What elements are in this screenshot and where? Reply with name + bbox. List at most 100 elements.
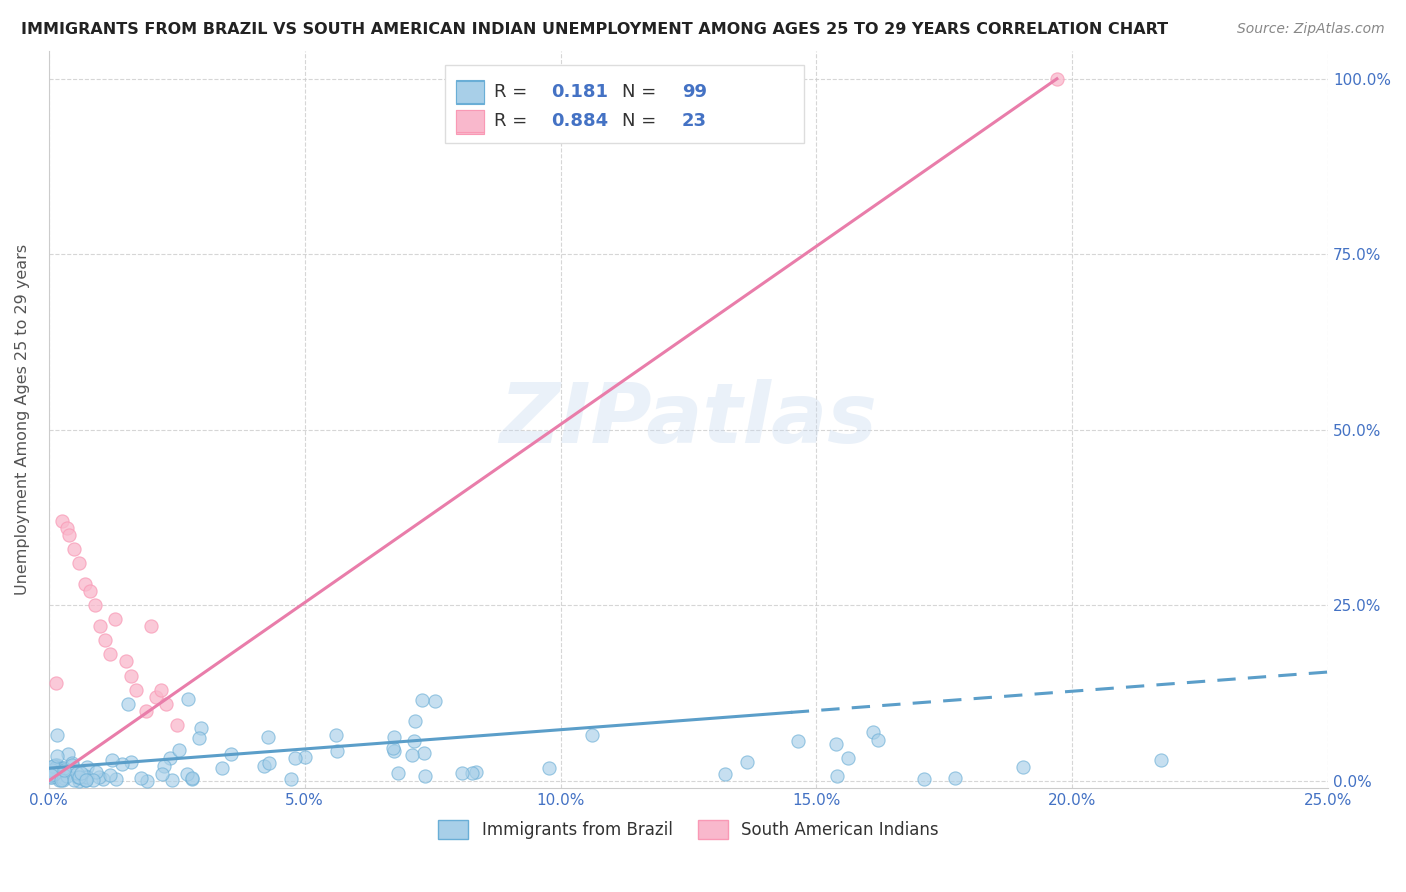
Point — [837, 751, 859, 765]
Point — [451, 766, 474, 780]
Point — [75, 769, 97, 783]
Point — [58, 528, 80, 542]
Point — [73, 577, 96, 591]
Point — [91, 772, 114, 786]
Point — [211, 761, 233, 775]
Text: N =: N = — [621, 112, 657, 129]
Point — [139, 619, 162, 633]
Point — [52, 772, 75, 786]
Point — [39, 768, 62, 782]
Point — [404, 734, 426, 748]
Point — [423, 694, 446, 708]
Point — [150, 767, 173, 781]
Point — [41, 763, 63, 777]
Point — [45, 769, 67, 783]
Text: IMMIGRANTS FROM BRAZIL VS SOUTH AMERICAN INDIAN UNEMPLOYMENT AMONG AGES 25 TO 29: IMMIGRANTS FROM BRAZIL VS SOUTH AMERICAN… — [21, 22, 1168, 37]
Point — [52, 761, 75, 775]
Point — [76, 770, 98, 784]
Point — [39, 770, 62, 784]
Point — [256, 730, 278, 744]
Point — [120, 668, 142, 682]
Point — [714, 766, 737, 780]
Point — [537, 761, 560, 775]
FancyBboxPatch shape — [456, 110, 484, 134]
Point — [94, 633, 117, 648]
Point — [735, 755, 758, 769]
Point — [105, 772, 128, 787]
Point — [46, 764, 69, 778]
Point — [49, 772, 72, 787]
Point — [67, 773, 90, 788]
Point — [89, 770, 111, 784]
Point — [62, 772, 84, 787]
Point — [253, 758, 276, 772]
Point — [862, 725, 884, 739]
Point — [166, 717, 188, 731]
Point — [56, 769, 79, 783]
Point — [325, 728, 347, 742]
Point — [67, 770, 90, 784]
Point — [67, 770, 90, 784]
Point — [382, 744, 405, 758]
Point — [413, 769, 436, 783]
Text: 99: 99 — [682, 83, 707, 101]
Point — [62, 758, 84, 772]
Point — [39, 765, 62, 780]
Point — [46, 748, 69, 763]
Point — [98, 648, 121, 662]
Point — [381, 741, 404, 756]
Point — [120, 756, 142, 770]
FancyBboxPatch shape — [446, 65, 804, 143]
Legend: Immigrants from Brazil, South American Indians: Immigrants from Brazil, South American I… — [432, 814, 945, 846]
Point — [1012, 759, 1035, 773]
Point — [42, 766, 65, 780]
Text: 0.884: 0.884 — [551, 112, 609, 129]
Point — [44, 758, 66, 772]
Point — [180, 771, 202, 785]
Point — [89, 619, 111, 633]
Point — [46, 728, 69, 742]
Point — [284, 751, 307, 765]
Point — [104, 612, 127, 626]
Point — [45, 675, 67, 690]
Point — [75, 773, 97, 788]
Point — [98, 768, 121, 782]
Point — [52, 772, 75, 787]
Y-axis label: Unemployment Among Ages 25 to 29 years: Unemployment Among Ages 25 to 29 years — [15, 244, 30, 595]
FancyBboxPatch shape — [456, 110, 484, 132]
Point — [280, 772, 302, 786]
Text: 23: 23 — [682, 112, 707, 129]
Text: Source: ZipAtlas.com: Source: ZipAtlas.com — [1237, 22, 1385, 37]
Point — [75, 773, 97, 788]
Point — [581, 728, 603, 742]
Point — [866, 733, 889, 747]
FancyBboxPatch shape — [456, 80, 484, 104]
Point — [45, 770, 67, 784]
Point — [135, 704, 157, 718]
Point — [404, 714, 426, 728]
Point — [76, 760, 98, 774]
Point — [825, 768, 848, 782]
Point — [190, 721, 212, 735]
Point — [294, 750, 316, 764]
Point — [176, 691, 198, 706]
Point — [82, 773, 104, 788]
Point — [117, 697, 139, 711]
Point — [56, 747, 79, 761]
FancyBboxPatch shape — [456, 81, 484, 103]
Point — [55, 521, 77, 535]
Text: ZIPatlas: ZIPatlas — [499, 379, 877, 459]
Point — [66, 766, 89, 780]
Point — [461, 766, 484, 780]
Point — [69, 556, 91, 570]
Point — [188, 731, 211, 745]
Point — [1046, 71, 1069, 86]
Point — [39, 771, 62, 785]
Point — [75, 772, 97, 787]
Text: R =: R = — [494, 112, 533, 129]
Point — [42, 758, 65, 772]
Point — [152, 759, 174, 773]
Point — [51, 514, 73, 528]
Point — [84, 765, 107, 780]
Point — [401, 747, 423, 762]
